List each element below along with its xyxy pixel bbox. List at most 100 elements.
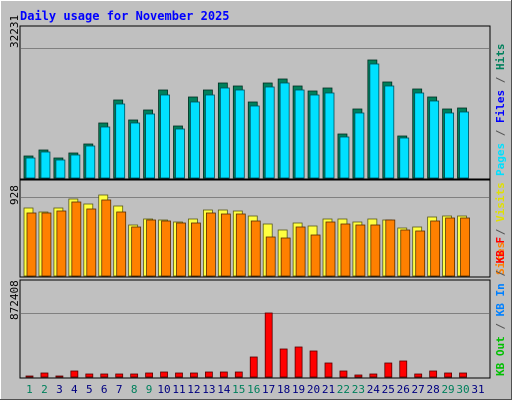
bar-kb-f	[25, 375, 34, 378]
bar-kb-f	[160, 371, 168, 378]
bar-kb-f	[459, 372, 467, 378]
bar-kb-f	[279, 348, 288, 378]
x-tick-label: 24	[367, 383, 381, 396]
bar-kb-f	[130, 373, 139, 378]
right-axis-label-group: Pages / Files / Hits	[494, 44, 507, 177]
bar-kb-f	[145, 372, 154, 378]
bar-pages	[190, 101, 200, 179]
right-axis-label-part: /	[494, 222, 507, 235]
bar-pages	[115, 103, 126, 179]
x-tick-label: 20	[307, 383, 320, 396]
x-tick-label: 29	[441, 383, 454, 396]
bar-kb-f	[115, 373, 124, 378]
bar-pages	[399, 137, 410, 179]
bar-sites	[176, 222, 186, 277]
top-y-tick-label: 32231	[8, 15, 21, 48]
right-axis-label-group: Sites / Visits	[494, 182, 507, 275]
bar-pages	[130, 122, 141, 179]
bar-pages	[309, 94, 320, 179]
x-tick-label: 18	[277, 383, 290, 396]
bar-kb-f	[354, 374, 363, 378]
bar-pages	[55, 159, 66, 179]
x-tick-label: 26	[397, 383, 410, 396]
x-tick-label: 30	[456, 383, 469, 396]
x-tick-label: 15	[232, 383, 245, 396]
middle-y-tick-label: 928	[8, 185, 21, 205]
bar-pages	[369, 63, 380, 179]
bar-kb-f	[55, 375, 64, 378]
x-tick-label: 5	[86, 383, 93, 396]
bar-pages	[249, 105, 260, 179]
right-axis-label-part: /	[494, 263, 507, 276]
bar-sites	[415, 230, 426, 277]
x-tick-label: 8	[131, 383, 138, 396]
bar-sites	[370, 224, 381, 277]
bar-pages	[444, 112, 455, 179]
bar-sites	[86, 208, 97, 277]
bottom-panel: 872408	[8, 279, 491, 379]
bar-sites	[445, 217, 456, 277]
bar-pages	[40, 151, 51, 179]
bar-sites	[340, 223, 351, 277]
bar-kb-f	[175, 372, 183, 378]
x-tick-label: 6	[101, 383, 108, 396]
bar-kb-f	[264, 312, 273, 378]
bar-sites	[460, 217, 470, 277]
x-tick-label: 10	[157, 383, 170, 396]
bar-pages	[429, 100, 440, 179]
x-tick-label: 25	[382, 383, 395, 396]
x-tick-label: 28	[427, 383, 440, 396]
bar-sites	[101, 199, 112, 277]
bar-pages	[234, 89, 245, 179]
right-axis-label-group: KB Out / KB In / KB F	[494, 237, 507, 376]
bar-pages	[339, 136, 350, 179]
bar-sites	[310, 234, 321, 277]
bar-kb-f	[384, 362, 393, 378]
bar-pages	[354, 112, 365, 179]
bar-pages	[70, 154, 81, 179]
bar-sites	[161, 220, 171, 277]
right-axis-label: Sites / Visits	[494, 182, 507, 275]
right-axis-label-part: Sites	[494, 235, 507, 275]
x-tick-label: 21	[322, 383, 335, 396]
bar-sites	[265, 236, 276, 277]
x-tick-label: 22	[337, 383, 350, 396]
bar-sites	[355, 224, 366, 277]
bar-kb-f	[444, 372, 453, 378]
bar-pages	[294, 89, 305, 179]
bar-kb-f	[294, 346, 303, 378]
bar-pages	[279, 82, 290, 179]
bar-sites	[220, 213, 231, 277]
bar-kb-f	[100, 373, 109, 378]
bar-kb-f	[234, 371, 243, 378]
bar-sites	[146, 219, 157, 277]
bar-sites	[235, 213, 246, 277]
bar-pages	[324, 92, 335, 179]
bar-pages	[219, 87, 230, 179]
x-tick-label: 11	[172, 383, 185, 396]
x-tick-label: 27	[412, 383, 425, 396]
bar-pages	[160, 94, 170, 179]
bar-pages	[414, 92, 425, 179]
bottom-y-tick-label: 872408	[8, 280, 21, 320]
x-tick-label: 31	[471, 383, 484, 396]
bar-pages	[25, 157, 36, 179]
bar-kb-f	[249, 356, 258, 378]
bar-sites	[295, 226, 306, 277]
bar-kb-f	[414, 373, 423, 378]
bar-kb-f	[324, 362, 333, 378]
bar-kb-f	[309, 350, 318, 378]
bar-pages	[384, 85, 395, 179]
bar-sites	[400, 229, 411, 277]
right-axis-label-part: Visits	[494, 182, 507, 222]
x-tick-label: 19	[292, 383, 305, 396]
bar-sites	[205, 212, 216, 277]
right-axis-label: Pages / Files / Hits	[494, 44, 507, 177]
bar-sites	[26, 212, 37, 277]
x-tick-label: 1	[26, 383, 33, 396]
x-tick-label: 9	[146, 383, 153, 396]
x-tick-label: 17	[262, 383, 275, 396]
right-axis-label-part: /	[494, 123, 507, 136]
